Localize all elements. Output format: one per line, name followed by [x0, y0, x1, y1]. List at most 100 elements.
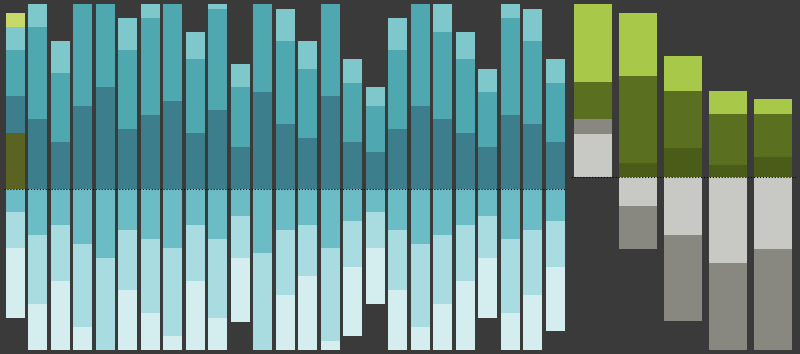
Bar: [366, 189, 385, 212]
Bar: [231, 147, 250, 189]
Bar: [28, 304, 47, 354]
Bar: [74, 244, 93, 327]
Bar: [710, 165, 747, 177]
Bar: [434, 119, 453, 189]
Bar: [6, 27, 25, 50]
Bar: [118, 50, 138, 129]
Bar: [388, 129, 407, 189]
Bar: [478, 258, 498, 318]
Bar: [74, 189, 93, 244]
Bar: [366, 152, 385, 189]
Bar: [456, 32, 475, 59]
Bar: [366, 105, 385, 152]
Bar: [411, 189, 430, 244]
Bar: [186, 59, 205, 133]
Bar: [51, 142, 70, 189]
Bar: [619, 13, 658, 76]
Bar: [754, 157, 793, 177]
Bar: [6, 133, 25, 189]
Bar: [51, 225, 70, 281]
Bar: [321, 96, 340, 189]
Bar: [6, 212, 25, 249]
Bar: [28, 0, 47, 27]
Bar: [523, 9, 542, 41]
Bar: [163, 336, 182, 354]
Bar: [231, 216, 250, 258]
Bar: [28, 27, 47, 119]
Bar: [754, 177, 793, 249]
Bar: [343, 221, 362, 267]
Bar: [254, 0, 273, 92]
Bar: [388, 189, 407, 230]
Bar: [298, 138, 318, 189]
Bar: [434, 189, 453, 235]
Bar: [619, 76, 658, 162]
Bar: [664, 56, 702, 91]
Bar: [163, 249, 182, 336]
Bar: [710, 177, 747, 263]
Bar: [28, 235, 47, 304]
Bar: [74, 0, 93, 4]
Bar: [411, 244, 430, 327]
Bar: [388, 230, 407, 290]
Bar: [74, 327, 93, 354]
Bar: [546, 82, 565, 142]
Bar: [96, 0, 115, 87]
Bar: [434, 32, 453, 119]
Bar: [163, 189, 182, 249]
Bar: [664, 91, 702, 148]
Bar: [523, 295, 542, 354]
Bar: [51, 41, 70, 73]
Bar: [321, 341, 340, 354]
Bar: [186, 189, 205, 225]
Bar: [710, 263, 747, 354]
Bar: [366, 249, 385, 304]
Bar: [254, 92, 273, 189]
Bar: [523, 41, 542, 124]
Bar: [96, 258, 115, 354]
Bar: [254, 253, 273, 350]
Bar: [478, 147, 498, 189]
Bar: [231, 87, 250, 147]
Bar: [456, 281, 475, 354]
Bar: [501, 313, 520, 354]
Bar: [456, 225, 475, 281]
Bar: [208, 110, 227, 189]
Bar: [254, 189, 273, 253]
Bar: [478, 69, 498, 92]
Bar: [523, 124, 542, 189]
Bar: [574, 154, 613, 177]
Bar: [710, 91, 747, 114]
Bar: [434, 0, 453, 32]
Bar: [321, 0, 340, 96]
Bar: [343, 142, 362, 189]
Bar: [6, 96, 25, 133]
Bar: [411, 105, 430, 189]
Bar: [501, 0, 520, 18]
Bar: [574, 82, 613, 154]
Bar: [6, 189, 25, 212]
Bar: [6, 13, 25, 27]
Bar: [343, 59, 362, 82]
Bar: [710, 114, 747, 165]
Bar: [6, 50, 25, 96]
Bar: [321, 189, 340, 249]
Bar: [96, 87, 115, 189]
Bar: [501, 189, 520, 239]
Bar: [574, 134, 613, 177]
Bar: [254, 350, 273, 354]
Bar: [501, 18, 520, 115]
Bar: [343, 189, 362, 221]
Bar: [208, 189, 227, 239]
Bar: [664, 235, 702, 321]
Bar: [574, 119, 613, 134]
Bar: [276, 124, 295, 189]
Bar: [186, 281, 205, 354]
Bar: [754, 114, 793, 157]
Bar: [186, 133, 205, 189]
Bar: [434, 304, 453, 354]
Bar: [276, 295, 295, 354]
Bar: [208, 0, 227, 9]
Bar: [6, 249, 25, 318]
Bar: [619, 177, 658, 206]
